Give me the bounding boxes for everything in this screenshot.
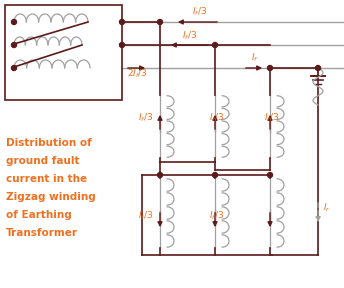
- Circle shape: [268, 65, 272, 71]
- Text: $2I_f/3$: $2I_f/3$: [127, 67, 148, 79]
- Text: $I_f/3$: $I_f/3$: [138, 111, 153, 124]
- Circle shape: [213, 173, 217, 177]
- Circle shape: [11, 65, 17, 71]
- Text: of Earthing: of Earthing: [6, 210, 72, 220]
- Text: $I_f$: $I_f$: [251, 52, 259, 65]
- Text: $I_f/3$: $I_f/3$: [192, 6, 207, 18]
- Text: $I_f/3$: $I_f/3$: [182, 29, 197, 41]
- Text: Distribution of: Distribution of: [6, 138, 92, 148]
- Text: current in the: current in the: [6, 174, 87, 184]
- Circle shape: [11, 43, 17, 48]
- Circle shape: [213, 43, 217, 48]
- Text: Transformer: Transformer: [6, 228, 78, 238]
- Circle shape: [158, 173, 162, 177]
- Circle shape: [315, 65, 321, 71]
- Text: ground fault: ground fault: [6, 156, 79, 166]
- Text: Zigzag winding: Zigzag winding: [6, 192, 96, 202]
- Text: $I_f/3$: $I_f/3$: [138, 209, 153, 221]
- Text: $I_f/3$: $I_f/3$: [265, 111, 280, 124]
- Circle shape: [11, 20, 17, 24]
- Circle shape: [119, 43, 125, 48]
- FancyBboxPatch shape: [5, 5, 122, 100]
- Text: $I_f/3$: $I_f/3$: [209, 209, 225, 221]
- Text: $I_r$: $I_r$: [323, 201, 331, 213]
- Circle shape: [268, 173, 272, 177]
- Text: $I_f/3$: $I_f/3$: [209, 111, 225, 124]
- Circle shape: [119, 20, 125, 24]
- Circle shape: [158, 20, 162, 24]
